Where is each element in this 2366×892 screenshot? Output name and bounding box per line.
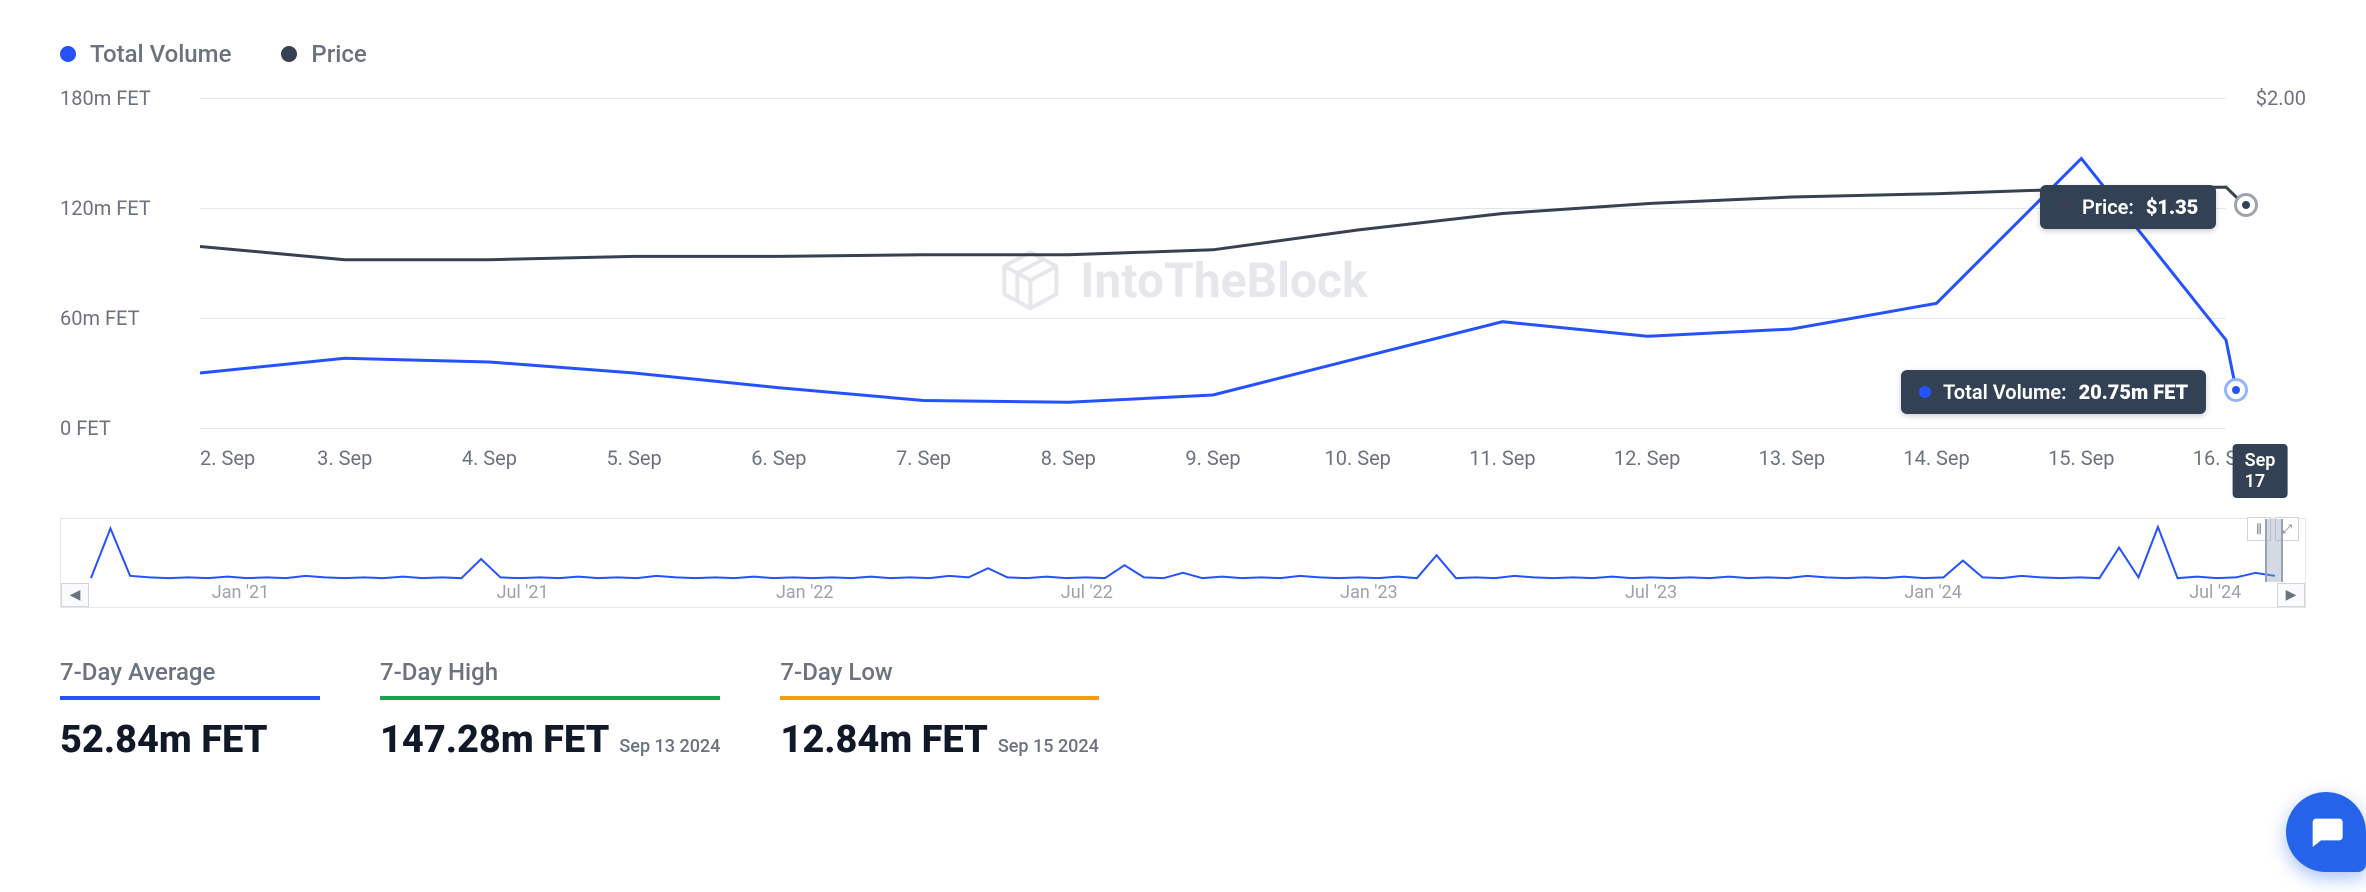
volume-tooltip: Total Volume: 20.75m FET	[1901, 370, 2206, 414]
stat-value: 147.28m FET	[380, 718, 609, 762]
y-left-tick-label: 60m FET	[60, 306, 190, 330]
tooltip-label: Total Volume:	[1943, 380, 2067, 404]
x-tick-label: 15. Sep	[2048, 446, 2114, 470]
nav-plot[interactable]	[91, 524, 2275, 582]
y-right-tick-label: $2.00	[2236, 86, 2306, 110]
stat-date: Sep 15 2024	[998, 736, 1099, 757]
tooltip-label: Price:	[2082, 195, 2134, 219]
legend-label: Total Volume	[90, 40, 231, 68]
stat-card: 7-Day High 147.28m FET Sep 13 2024	[380, 658, 720, 762]
stat-label: 7-Day Low	[780, 658, 1098, 696]
nav-svg	[91, 524, 2275, 582]
y-left-tick-label: 120m FET	[60, 196, 190, 220]
legend-item-volume[interactable]: Total Volume	[60, 40, 231, 68]
stat-underline	[780, 696, 1098, 700]
x-tick-label: 7. Sep	[896, 446, 951, 470]
x-tick-label: 5. Sep	[607, 446, 662, 470]
nav-x-tick-label: Jul '21	[497, 582, 549, 603]
stat-underline	[60, 696, 320, 700]
nav-x-tick-label: Jul '22	[1061, 582, 1113, 603]
tooltip-value: $1.35	[2146, 195, 2198, 219]
x-tick-label: 4. Sep	[462, 446, 517, 470]
legend-label: Price	[311, 40, 366, 68]
stat-label: 7-Day Average	[60, 658, 320, 696]
price-tooltip: Price: $1.35	[2040, 185, 2216, 229]
price-end-marker	[2234, 193, 2258, 217]
price-line	[200, 187, 2246, 260]
plot-region[interactable]: Price: $1.35 Total Volume: 20.75m FET	[200, 98, 2226, 428]
tooltip-value: 20.75m FET	[2079, 380, 2189, 404]
tooltip-dot-icon	[1919, 386, 1931, 398]
x-tick-label: 12. Sep	[1614, 446, 1680, 470]
nav-scroll-right-button[interactable]: ▶	[2277, 583, 2305, 607]
nav-x-tick-label: Jul '23	[1625, 582, 1677, 603]
stat-value: 12.84m FET	[780, 718, 987, 762]
y-left-tick-label: 180m FET	[60, 86, 190, 110]
x-hover-date-callout: Sep 17	[2233, 444, 2288, 498]
tooltip-dot-icon	[2058, 201, 2070, 213]
stat-underline	[380, 696, 720, 700]
range-navigator[interactable]: ⫼ ⤢ ◀ ▶ Jan '21Jul '21Jan '22Jul '22Jan …	[60, 518, 2306, 608]
navigator-line	[91, 527, 2275, 578]
volume-dot-icon	[60, 46, 76, 62]
x-tick-label: 14. Sep	[1903, 446, 1969, 470]
x-tick-label: 9. Sep	[1185, 446, 1240, 470]
chart-legend: Total Volume Price	[60, 40, 2306, 68]
nav-x-tick-label: Jul '24	[2189, 582, 2241, 603]
x-tick-label: 11. Sep	[1469, 446, 1535, 470]
stat-card: 7-Day Low 12.84m FET Sep 15 2024	[780, 658, 1098, 762]
chat-icon	[2306, 812, 2346, 852]
stat-date: Sep 13 2024	[619, 736, 720, 757]
stats-row: 7-Day Average 52.84m FET 7-Day High 147.28m…	[60, 658, 2306, 762]
nav-range-handle[interactable]	[2265, 519, 2283, 582]
volume-end-marker	[2224, 378, 2248, 402]
x-tick-label: 6. Sep	[751, 446, 806, 470]
x-tick-label: 13. Sep	[1759, 446, 1825, 470]
stat-value: 52.84m FET	[60, 718, 267, 762]
nav-x-tick-label: Jan '22	[776, 582, 834, 603]
nav-x-tick-label: Jan '21	[212, 582, 270, 603]
nav-x-tick-label: Jan '24	[1904, 582, 1962, 603]
x-tick-label: 2. Sep	[200, 446, 255, 470]
price-dot-icon	[281, 46, 297, 62]
stat-card: 7-Day Average 52.84m FET	[60, 658, 320, 762]
gridline	[200, 428, 2226, 429]
chat-launcher-button[interactable]	[2286, 792, 2366, 872]
stat-label: 7-Day High	[380, 658, 720, 696]
y-left-tick-label: 0 FET	[60, 416, 190, 440]
x-tick-label: 3. Sep	[317, 446, 372, 470]
main-chart: IntoTheBlock 0 FET60m FET120m FET180m FE…	[60, 98, 2306, 488]
legend-item-price[interactable]: Price	[281, 40, 366, 68]
x-axis: 2. Sep 3. Sep 4. Sep 5. Sep 6. Sep 7. Sep 8. S…	[200, 438, 2226, 488]
nav-scroll-left-button[interactable]: ◀	[61, 583, 89, 607]
x-tick-label: 8. Sep	[1041, 446, 1096, 470]
x-tick-label: 10. Sep	[1324, 446, 1390, 470]
nav-x-tick-label: Jan '23	[1340, 582, 1398, 603]
